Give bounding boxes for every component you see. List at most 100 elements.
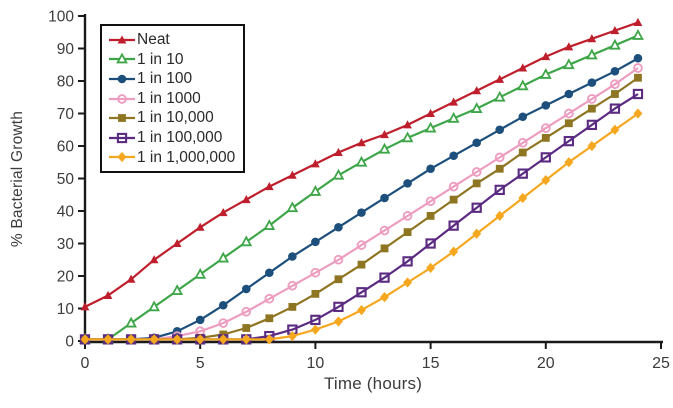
- open-triangle-marker-icon: [309, 185, 322, 196]
- legend-item: 1 in 10,000: [108, 108, 235, 128]
- square-marker-icon: [242, 324, 251, 332]
- legend-item-label: 1 in 100,000: [137, 129, 223, 147]
- circle-marker-icon: [610, 66, 620, 76]
- y-tick-label: 10: [57, 301, 75, 318]
- open-triangle-marker-icon: [493, 90, 506, 102]
- circle-marker-icon: [564, 89, 574, 99]
- triangle-marker-icon: [587, 34, 597, 43]
- circle-marker-icon: [633, 53, 643, 63]
- diamond-marker-icon: [449, 246, 459, 257]
- open-circle-marker-icon: [633, 63, 643, 73]
- open-circle-marker-icon: [310, 267, 321, 278]
- diamond-marker-icon: [495, 210, 505, 221]
- square-marker-icon: [426, 211, 435, 220]
- diamond-marker-icon: [610, 124, 620, 135]
- circle-marker-icon: [357, 208, 366, 217]
- y-axis-title: % Bacterial Growth: [9, 110, 26, 248]
- open-triangle-marker-icon: [539, 68, 552, 79]
- triangle-marker-icon: [610, 26, 620, 35]
- y-tick-label: 0: [65, 334, 74, 351]
- diamond-marker-icon: [587, 140, 597, 152]
- diamond-marker-icon: [541, 175, 551, 186]
- square-marker-icon: [587, 104, 596, 113]
- open-square-marker-icon: [379, 272, 390, 283]
- diamond-marker-icon: [264, 334, 274, 345]
- open-circle-marker-icon: [494, 152, 505, 163]
- triangle-marker-icon: [218, 208, 228, 217]
- open-square-marker-icon: [609, 103, 621, 114]
- open-triangle-marker-icon: [240, 235, 253, 247]
- square-marker-icon: [380, 244, 389, 253]
- open-circle-marker-icon: [402, 211, 413, 221]
- diamond-marker-icon: [380, 292, 390, 303]
- legend-item: 1 in 100: [108, 69, 235, 89]
- open-square-marker-icon: [517, 168, 528, 179]
- x-axis-title: Time (hours): [323, 374, 423, 393]
- diamond-marker-icon: [117, 152, 127, 163]
- open-square-marker-icon: [494, 184, 505, 196]
- triangle-marker-icon: [334, 147, 343, 156]
- x-tick-label: 15: [422, 355, 440, 372]
- circle-marker-icon: [472, 138, 481, 148]
- diamond-marker-icon: [356, 305, 366, 316]
- diamond-marker-icon: [241, 334, 251, 345]
- x-tick-label: 0: [81, 355, 90, 372]
- x-tick-label: 20: [537, 355, 555, 372]
- y-tick-label: 60: [57, 139, 75, 156]
- legend-item-label: 1 in 10,000: [137, 109, 214, 127]
- open-circle-marker-icon: [356, 240, 367, 250]
- legend-item-label: 1 in 100: [137, 70, 193, 88]
- open-triangle-marker-icon: [447, 111, 460, 123]
- open-square-marker-icon: [425, 238, 436, 249]
- triangle-marker-icon: [149, 255, 159, 264]
- open-circle-marker-icon: [540, 123, 551, 133]
- square-marker-icon: [541, 133, 550, 142]
- square-marker-icon: [334, 275, 343, 284]
- legend-swatch: [109, 132, 135, 143]
- diamond-marker-icon: [633, 108, 643, 119]
- legend-swatch: [109, 52, 135, 64]
- open-triangle-marker-icon: [378, 142, 391, 154]
- open-square-marker-icon: [471, 202, 482, 213]
- open-circle-marker-icon: [287, 280, 298, 291]
- square-marker-icon: [472, 179, 481, 188]
- open-circle-marker-icon: [610, 79, 620, 90]
- open-square-marker-icon: [356, 287, 367, 298]
- open-circle-marker-icon: [425, 196, 436, 207]
- open-triangle-marker-icon: [516, 79, 529, 91]
- circle-marker-icon: [518, 112, 528, 122]
- triangle-marker-icon: [449, 97, 459, 106]
- square-marker-icon: [449, 195, 458, 204]
- open-triangle-marker-icon: [116, 52, 128, 64]
- circle-marker-icon: [587, 78, 597, 87]
- triangle-marker-icon: [241, 195, 251, 204]
- circle-marker-icon: [541, 101, 551, 110]
- diamond-marker-icon: [472, 228, 482, 239]
- diamond-marker-icon: [80, 334, 90, 345]
- diamond-marker-icon: [103, 334, 113, 345]
- open-triangle-marker-icon: [148, 300, 161, 312]
- circle-marker-icon: [288, 252, 297, 261]
- open-square-marker-icon: [402, 256, 413, 267]
- triangle-marker-icon: [472, 86, 482, 95]
- open-circle-marker-icon: [517, 137, 528, 148]
- open-circle-marker-icon: [379, 225, 390, 236]
- diamond-marker-icon: [564, 157, 574, 168]
- open-circle-marker-icon: [448, 181, 459, 192]
- triangle-marker-icon: [311, 159, 320, 168]
- legend-item-label: 1 in 10: [137, 50, 184, 68]
- diamond-marker-icon: [310, 324, 320, 335]
- legend-item: 1 in 1000: [108, 89, 235, 109]
- y-tick-label: 70: [57, 106, 75, 123]
- square-marker-icon: [288, 302, 297, 311]
- series-1-in-1-000-000: [80, 108, 643, 345]
- y-tick-label: 80: [57, 74, 75, 91]
- legend-swatch: [109, 35, 135, 44]
- y-tick-label: 20: [57, 269, 75, 286]
- open-square-marker-icon: [632, 88, 644, 100]
- triangle-marker-icon: [126, 274, 136, 283]
- square-marker-icon: [518, 148, 527, 157]
- diamond-marker-icon: [426, 262, 436, 273]
